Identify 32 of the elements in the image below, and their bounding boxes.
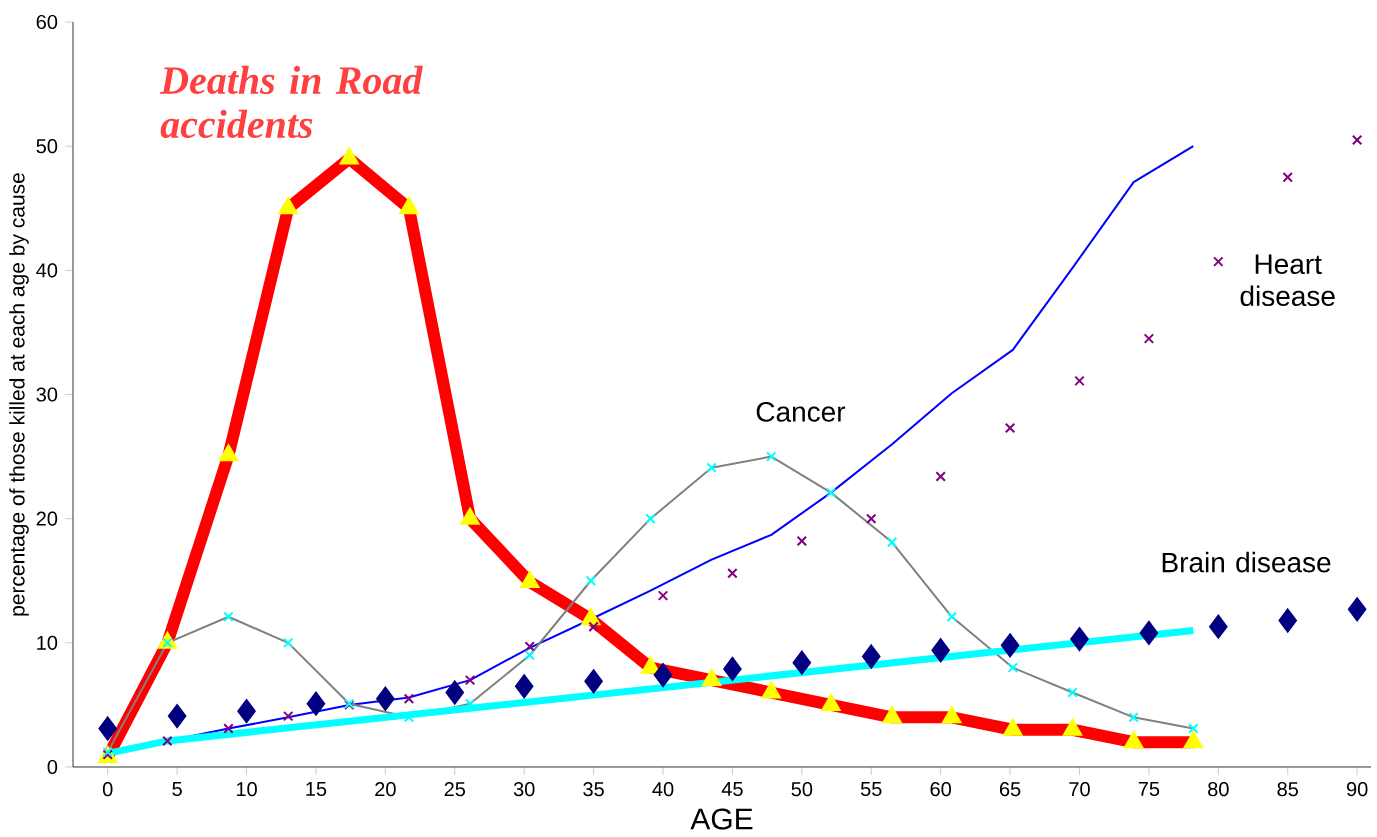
x-tick-label: 5 [172,782,182,797]
y-tick-label: 60 [36,14,58,30]
series-label: Cancer [756,401,846,422]
x-tick-label: 10 [236,782,257,797]
x-tick-label: 70 [1069,782,1090,797]
series-label: Heart disease [1240,254,1335,307]
x-tick-label: 15 [306,782,327,797]
y-tick-label: 30 [36,387,58,402]
y-tick-label: 40 [36,263,58,278]
x-tick-label: 20 [375,782,396,797]
y-tick-label: 50 [36,139,58,154]
x-tick-label: 40 [652,782,674,797]
series-label: Brain disease [1162,551,1331,573]
x-axis-title: AGE [690,808,753,830]
x-tick-label: 30 [513,782,535,797]
x-tick-label: 65 [999,782,1021,797]
x-tick-label: 50 [791,782,813,797]
y-tick-label: 20 [36,511,58,526]
x-tick-label: 85 [1277,782,1299,797]
series-label: Deaths in Road accidents [159,65,423,139]
y-tick-label: 10 [37,635,58,650]
x-tick-label: 80 [1208,782,1229,797]
x-tick-label: 35 [583,782,604,797]
x-tick-label: 60 [930,782,952,797]
x-tick-label: 55 [860,782,882,797]
x-tick-label: 0 [102,782,113,797]
y-axis-title: percentage of those killed at each age by cause [9,173,29,616]
x-tick-label: 90 [1346,782,1368,797]
x-tick-label: 45 [721,782,743,797]
x-tick-label: 75 [1138,782,1160,797]
y-tick-label: 0 [47,759,58,775]
x-tick-label: 25 [444,782,466,797]
